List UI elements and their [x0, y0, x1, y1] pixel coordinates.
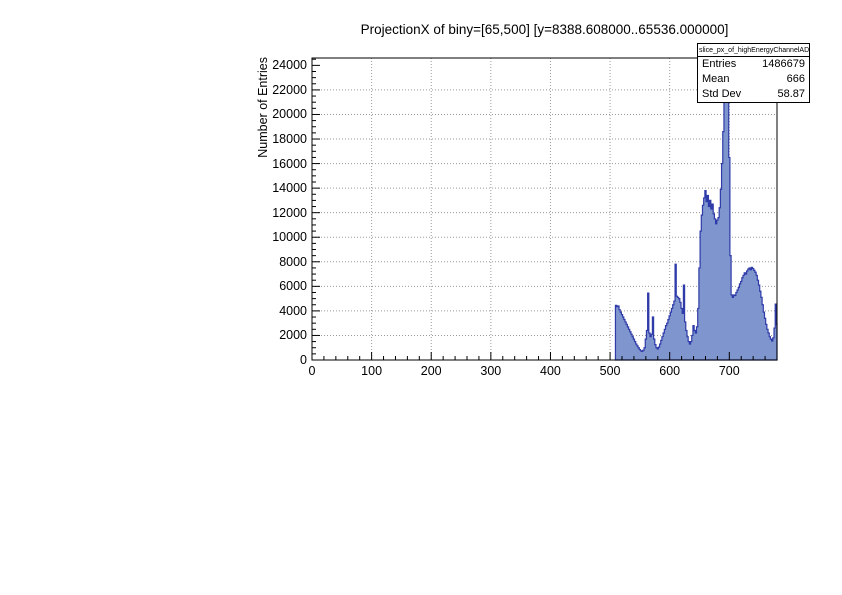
stats-label: Std Dev — [702, 88, 742, 100]
y-tick-label: 22000 — [272, 82, 307, 97]
stats-label: Mean — [702, 73, 730, 85]
y-tick-label: 24000 — [272, 58, 307, 73]
y-tick-label: 16000 — [272, 156, 307, 171]
y-tick-label: 8000 — [279, 254, 307, 269]
plot-frame — [311, 57, 778, 361]
y-tick-label: 14000 — [272, 181, 307, 196]
y-tick-label: 18000 — [272, 132, 307, 147]
y-tick-label: 2000 — [279, 328, 307, 343]
chart-title: ProjectionX of biny=[65,500] [y=8388.608… — [360, 22, 729, 37]
x-tick-label: 200 — [420, 364, 442, 378]
y-tick-label: 6000 — [279, 279, 307, 294]
stats-label: Entries — [702, 58, 737, 70]
x-tick-label: 0 — [308, 364, 316, 378]
stats-value: 1486679 — [762, 58, 805, 70]
stats-row-stddev: Std Dev 58.87 — [698, 87, 809, 102]
x-tick-label: 300 — [480, 364, 502, 378]
x-tick-label: 400 — [540, 364, 561, 378]
y-tick-label: 4000 — [279, 303, 307, 318]
stats-value: 58.87 — [777, 88, 805, 100]
histogram-series — [614, 73, 778, 361]
stats-box: slice_px_of_highEnergyChannelADC Entries… — [697, 43, 810, 103]
x-tick-label: 600 — [659, 364, 681, 378]
x-tick-label: 700 — [718, 364, 740, 378]
x-tick-label: 100 — [361, 364, 383, 378]
y-tick-label: 0 — [300, 353, 307, 367]
stats-row-entries: Entries 1486679 — [698, 57, 809, 72]
stats-value: 666 — [786, 73, 805, 85]
y-tick-label: 10000 — [272, 230, 307, 245]
stats-row-mean: Mean 666 — [698, 72, 809, 87]
x-tick-label: 500 — [599, 364, 621, 378]
histogram-area — [614, 73, 778, 361]
y-tick-label: 20000 — [272, 107, 307, 122]
stats-box-title: slice_px_of_highEnergyChannelADC — [698, 44, 809, 57]
y-tick-label: 12000 — [272, 205, 307, 220]
axis-ticks — [311, 58, 778, 361]
